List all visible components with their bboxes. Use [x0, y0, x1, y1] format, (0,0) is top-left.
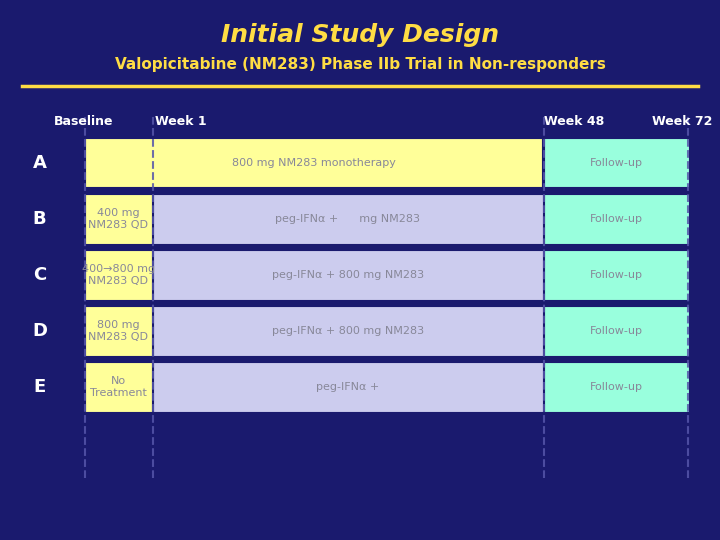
Text: Valopicitabine (NM283) Phase IIb Trial in Non-responders: Valopicitabine (NM283) Phase IIb Trial i… [114, 57, 606, 72]
Text: 400 mg
NM283 QD: 400 mg NM283 QD [89, 207, 148, 230]
Text: peg-IFNα +: peg-IFNα + [316, 382, 379, 392]
Text: peg-IFNα + 800 mg NM283: peg-IFNα + 800 mg NM283 [271, 270, 424, 280]
Text: Follow-up: Follow-up [590, 382, 643, 392]
Text: peg-IFNα +      mg NM283: peg-IFNα + mg NM283 [275, 214, 420, 224]
Bar [153, 306, 543, 356]
Text: Follow-up: Follow-up [590, 158, 643, 167]
Bar [85, 250, 152, 300]
Bar [85, 306, 152, 356]
Bar [153, 250, 543, 300]
Text: Week 72: Week 72 [652, 115, 712, 128]
Text: B: B [33, 210, 46, 228]
Text: A: A [32, 153, 47, 172]
Text: 800 mg NM283 monotherapy: 800 mg NM283 monotherapy [232, 158, 395, 167]
Text: Follow-up: Follow-up [590, 270, 643, 280]
Bar [544, 194, 689, 244]
Bar [544, 362, 689, 412]
Bar [153, 362, 543, 412]
Text: Follow-up: Follow-up [590, 214, 643, 224]
Text: Initial Study Design: Initial Study Design [221, 23, 499, 47]
Bar [153, 194, 543, 244]
Text: C: C [33, 266, 46, 284]
Bar [544, 138, 689, 187]
Bar [85, 194, 152, 244]
Text: Follow-up: Follow-up [590, 326, 643, 336]
Text: No
Treatment: No Treatment [90, 376, 147, 399]
Text: Week 48: Week 48 [544, 115, 604, 128]
Bar [85, 362, 152, 412]
Text: peg-IFNα + 800 mg NM283: peg-IFNα + 800 mg NM283 [271, 326, 424, 336]
Text: E: E [33, 378, 46, 396]
Bar [85, 138, 542, 187]
Text: Week 1: Week 1 [155, 115, 207, 128]
Text: 800 mg
NM283 QD: 800 mg NM283 QD [89, 320, 148, 342]
Text: 400→800 mg
NM283 QD: 400→800 mg NM283 QD [82, 264, 155, 286]
Text: Baseline: Baseline [54, 115, 114, 128]
Bar [544, 306, 689, 356]
Bar [544, 250, 689, 300]
Text: D: D [32, 322, 47, 340]
